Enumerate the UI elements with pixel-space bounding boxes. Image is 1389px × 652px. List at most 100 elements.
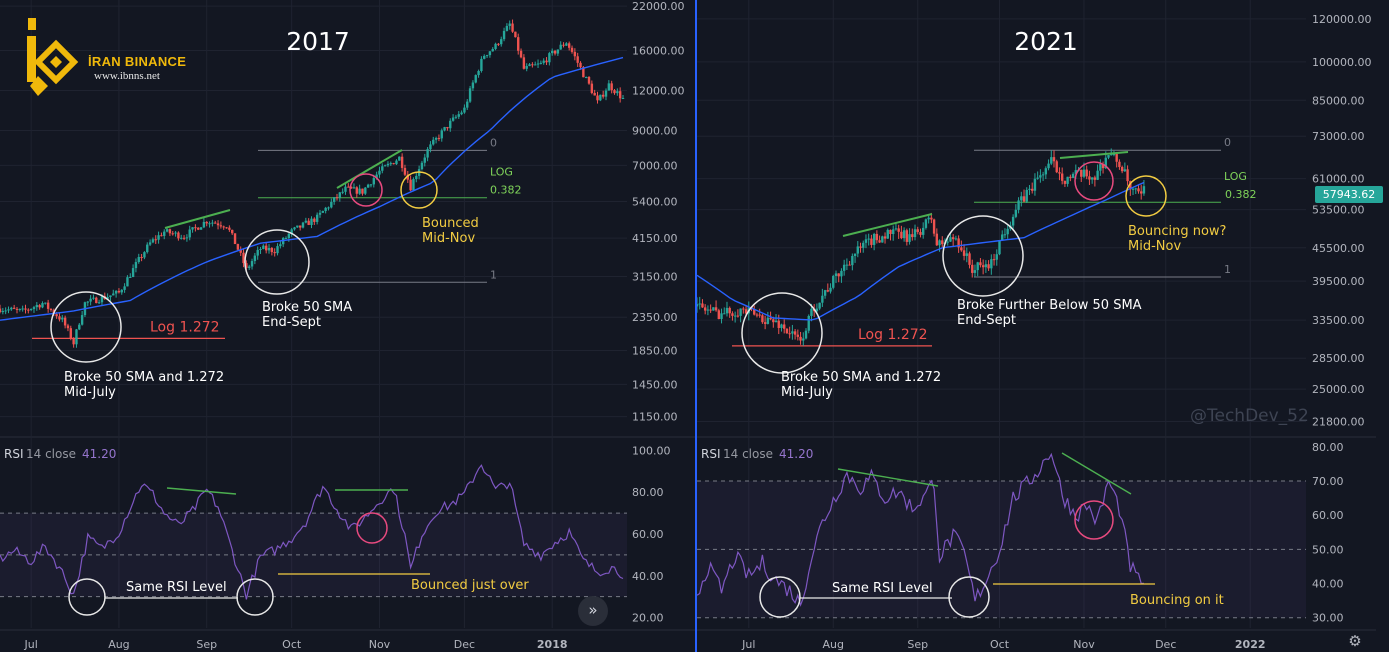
rsi-line [696,452,1144,607]
candle-body [1058,172,1061,174]
rsi-tick-label: 50.00 [1312,543,1344,556]
candle-body [755,314,759,316]
candle-body [772,319,775,323]
candle-body [41,303,44,308]
date-tick-label: Oct [990,638,1010,651]
fib-level-label: 0 [490,136,497,149]
candle-body [344,186,347,192]
candle-body [1063,180,1067,184]
rsi-annotation: Bouncing on it [1130,593,1224,608]
candle-body [270,247,274,253]
sma-50-line [0,56,624,321]
fast-forward-button[interactable]: » [578,596,608,626]
candle-body [1036,177,1039,179]
annotation-label: Broke 50 SMA [262,300,352,315]
candle-body [114,290,118,294]
candle-body [372,178,375,185]
candle-body [171,233,174,235]
candle-body [981,265,985,268]
candle-body [434,137,438,140]
date-tick-label: Jul [741,638,755,651]
candle-body [123,286,126,290]
price-tick-label: 61000.00 [1312,173,1365,186]
candle-body [383,165,387,167]
candle-body [1134,188,1137,190]
rsi-trend-line [837,468,939,487]
candle-body [921,227,925,235]
candle-body [180,237,183,239]
candle-body [86,301,89,303]
candle-body [1107,155,1110,158]
candle-body [21,308,24,310]
date-tick-label: Sep [907,638,928,651]
candle-body [703,307,707,311]
candle-body [1101,163,1105,169]
fib-log-label: LOG [1224,170,1247,183]
candle-body [1069,176,1072,178]
candle-body [205,221,208,224]
candle-body [327,207,330,209]
settings-button[interactable]: ⚙ [1346,632,1364,650]
candle-body [18,308,22,310]
candle-body [1066,176,1069,184]
price-tick-label: 21800.00 [1312,415,1365,428]
candle-body [24,308,27,310]
candle-body [248,266,251,268]
candle-body [894,228,898,230]
candle-body [466,101,469,108]
candle-body [701,303,704,308]
candle-body [723,313,726,315]
candle-body [900,231,903,239]
rsi-tick-label: 80.00 [1312,441,1344,454]
rsi-annotation: Same RSI Level [832,581,933,596]
price-tick-label: 73000.00 [1312,130,1365,143]
candle-body [321,210,325,213]
candle-body [613,90,616,94]
candle-body [590,83,594,93]
candle-body [892,229,895,234]
candle-body [593,92,596,96]
annotation-label: Broke 50 SMA and 1.272 [781,370,941,385]
candle-body [842,264,846,271]
candle-body [616,91,619,94]
candle-body [714,307,718,311]
rsi-highlight-circle [68,578,106,616]
candle-body [1039,175,1042,178]
candle-body [242,252,245,264]
candle-body [1017,200,1020,210]
candle-body [245,263,248,268]
candle-body [392,163,395,165]
candle-body [1022,196,1026,202]
candle-body [358,188,361,194]
candle-body [990,259,993,269]
trend-line [336,149,403,189]
candle-body [449,120,452,129]
rsi-tick-label: 40.00 [1312,578,1344,591]
candle-body [208,223,211,225]
candle-body [618,91,622,99]
candle-body [1028,188,1031,190]
price-tick-label: 9000.00 [632,124,678,137]
candle-body [471,82,475,89]
chart-2021: 120000.00 100000.00 85000.00 73000.00 61000.… [695,0,1376,651]
candle-body [976,262,979,271]
candle-body [75,329,78,345]
candle-body [709,309,712,311]
candle-body [352,187,356,189]
rsi-trend-line [1061,452,1132,495]
candle-body [851,255,854,266]
candle-body [840,270,843,277]
chart-2017: 22000.00 16000.00 12000.00 9000.00 7000.00 54… [0,0,697,651]
candle-body [49,308,53,311]
candle-body [409,179,412,191]
candle-body [451,117,455,121]
fib-level-label: 0 [1224,136,1231,149]
candle-body [381,166,384,171]
candle-body [758,314,761,316]
candle-body [562,44,565,46]
candle-body [1003,234,1007,236]
candle-body [412,179,415,191]
candle-body [423,157,426,163]
rsi-annotation: Same RSI Level [126,580,227,595]
sma-50-line [696,181,1145,321]
